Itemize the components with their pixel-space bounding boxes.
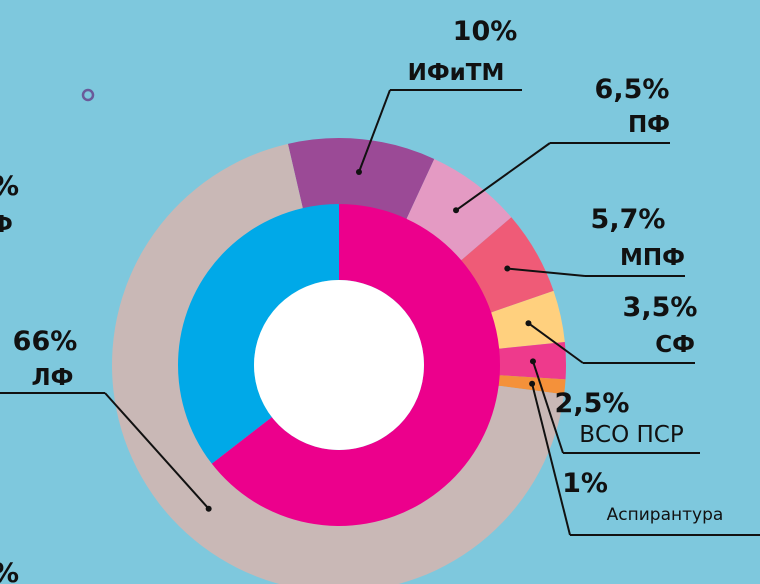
donut-segment — [461, 217, 554, 313]
decor-dot — [81, 88, 95, 102]
leader-line — [455, 142, 551, 212]
category-label: ЛФ — [32, 365, 74, 391]
leader-line — [532, 361, 564, 454]
value-label: 66% — [13, 326, 78, 357]
text-fragment: Ф — [0, 212, 13, 238]
leader-line — [531, 383, 571, 536]
category-label: ВСО ПСР — [579, 422, 684, 448]
leader-dot — [205, 505, 212, 512]
category-label: СФ — [655, 332, 695, 358]
category-label: Аспирантура — [607, 505, 724, 525]
text-fragment: % — [0, 558, 19, 584]
text-fragment: % — [0, 171, 19, 202]
donut-segment — [491, 290, 565, 349]
leader-dot — [525, 320, 532, 327]
category-label: ИФиТМ — [408, 60, 505, 86]
value-label: 3,5% — [623, 292, 698, 323]
leader-line — [527, 322, 584, 364]
donut-segment — [287, 138, 435, 219]
leader-dot — [504, 265, 511, 272]
donut-segment — [176, 203, 339, 465]
value-label: 2,5% — [555, 388, 630, 419]
category-label: ПФ — [628, 112, 670, 138]
value-label: 10% — [453, 16, 518, 47]
leader-line — [507, 267, 586, 277]
leader-dot — [529, 358, 536, 365]
value-label: 1% — [562, 468, 608, 499]
leader-line — [358, 89, 391, 173]
leader-line — [104, 392, 210, 510]
value-label: 6,5% — [595, 74, 670, 105]
category-label: МПФ — [620, 245, 685, 271]
donut-segment — [210, 203, 502, 527]
leader-dot — [355, 169, 362, 176]
donut-segment — [406, 158, 512, 261]
leader-dot — [529, 380, 536, 387]
donut-hole — [254, 280, 424, 450]
leader-dot — [453, 207, 460, 214]
value-label: 5,7% — [591, 204, 666, 235]
